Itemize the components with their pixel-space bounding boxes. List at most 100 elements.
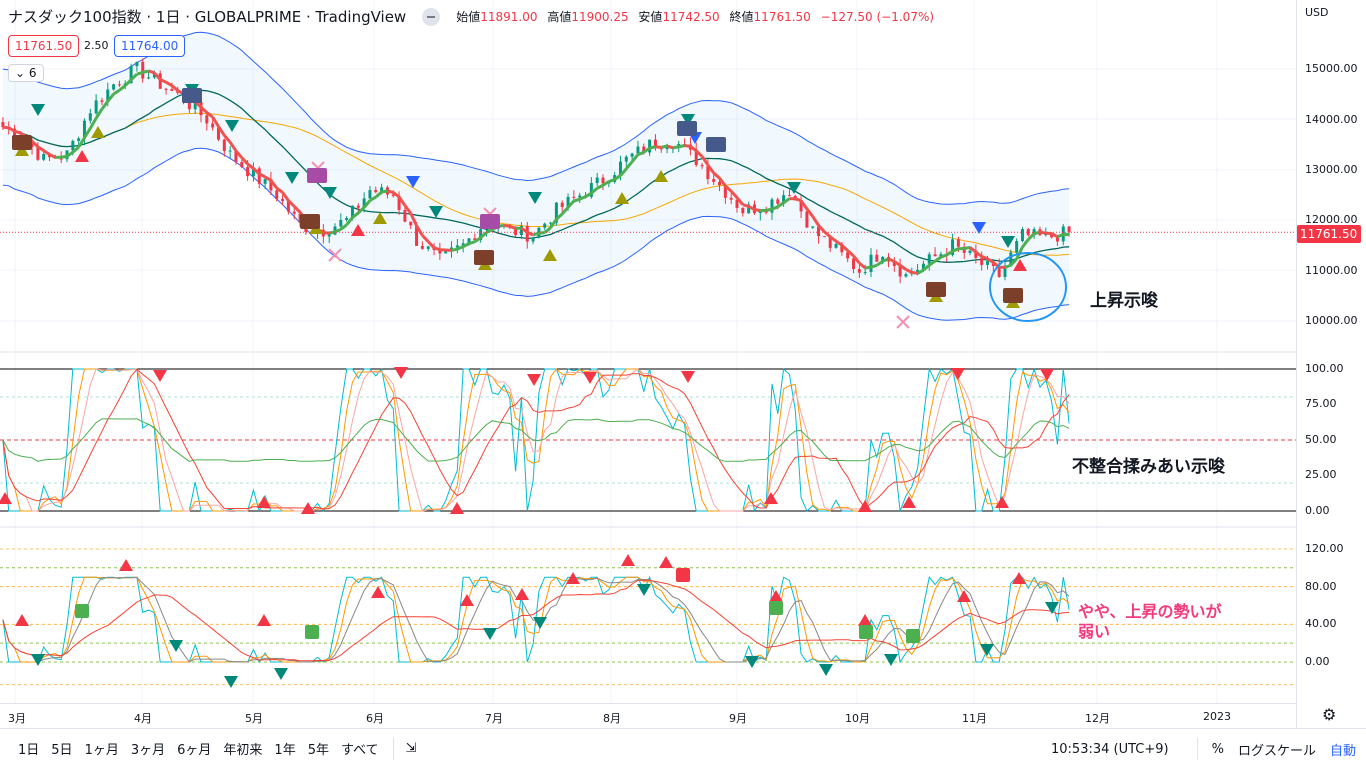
auto-scale-toggle[interactable]: 自動	[1330, 740, 1356, 759]
divergence-tag	[75, 604, 89, 618]
osc2-peak-icon	[257, 614, 271, 626]
candle-body	[258, 168, 261, 183]
time-tick: 7月	[485, 710, 503, 726]
candle-body	[1015, 241, 1018, 252]
candle-body	[357, 206, 360, 208]
osc2-peak-icon	[119, 559, 133, 571]
goto-date-icon[interactable]: ⇲	[406, 741, 417, 756]
change-value: −127.50 (−1.07%)	[821, 10, 934, 24]
indicators-toggle[interactable]: ⌄ 6	[8, 64, 44, 82]
range-all[interactable]: すべて	[341, 739, 379, 758]
trend-ma-segment	[469, 242, 475, 244]
annotation-weak-line1: やや、上昇の勢いが	[1078, 602, 1222, 622]
candle-body	[835, 244, 838, 248]
osc2-peak-icon	[515, 588, 529, 600]
settings-gear-icon[interactable]: ⚙	[1322, 705, 1336, 724]
candle-body	[118, 84, 121, 85]
candle-body	[823, 236, 826, 237]
chart-canvas[interactable]	[0, 0, 1296, 703]
osc2-trough-icon	[224, 676, 238, 688]
candle-body	[229, 151, 232, 152]
open-label: 始値	[456, 10, 480, 24]
collapse-icon[interactable]	[422, 8, 440, 26]
candle-body	[875, 255, 878, 262]
range-3m[interactable]: 3ヶ月	[131, 739, 165, 758]
price-axis[interactable]: USD 15000.00 14000.00 13000.00 12000.00 …	[1296, 0, 1366, 728]
ohlc-values: 始値11891.00 高値11900.25 安値11742.50 終値11761…	[456, 8, 940, 25]
trend-ma-segment	[673, 147, 679, 148]
candle-body	[596, 178, 599, 183]
price-tick: 10000.00	[1305, 314, 1358, 327]
trend-ma-segment	[941, 255, 947, 257]
time-axis[interactable]: 3月 4月 5月 6月 7月 8月 9月 10月 11月 12月 2023	[0, 703, 1296, 728]
range-5y[interactable]: 5年	[308, 739, 329, 758]
osc1-tick: 25.00	[1305, 468, 1337, 481]
candle-body	[345, 218, 348, 220]
open-value: 11891.00	[480, 10, 537, 24]
range-1d[interactable]: 1日	[18, 739, 39, 758]
price-tick: 13000.00	[1305, 163, 1358, 176]
range-5d[interactable]: 5日	[51, 739, 72, 758]
candle-body	[602, 178, 605, 184]
trend-ma-segment	[685, 146, 691, 147]
signal-label-tag	[182, 88, 202, 103]
candle-body	[957, 239, 960, 246]
trend-ma-segment	[533, 233, 539, 235]
trend-ma-segment	[3, 127, 9, 128]
candle-body	[328, 235, 331, 237]
range-ytd[interactable]: 年初来	[223, 739, 262, 758]
candle-body	[188, 103, 191, 110]
candle-body	[264, 179, 267, 184]
trend-ma-segment	[667, 146, 673, 148]
price-tick: 11000.00	[1305, 264, 1358, 277]
range-1m[interactable]: 1ヶ月	[85, 739, 119, 758]
candle-body	[240, 162, 243, 167]
osc2-peak-icon	[858, 614, 872, 626]
divergence-tag	[906, 629, 920, 643]
candle-body	[275, 190, 278, 199]
candle-body	[852, 258, 855, 269]
trend-ma-segment	[387, 191, 393, 192]
candle-body	[788, 195, 791, 196]
clock[interactable]: 10:53:34 (UTC+9)	[1051, 742, 1169, 757]
candle-body	[904, 274, 907, 276]
osc2-trough-icon	[980, 644, 994, 656]
candle-body	[811, 226, 814, 227]
symbol-title[interactable]: ナスダック100指数 · 1日 · GLOBALPRIME · TradingV…	[8, 6, 406, 27]
buy-button[interactable]: 11764.00	[114, 35, 185, 57]
osc1-overbought-icon	[394, 367, 408, 379]
signal-label-tag	[480, 214, 500, 229]
price-tick: 14000.00	[1305, 113, 1358, 126]
low-label: 安値	[638, 10, 662, 24]
trend-ma-segment	[137, 72, 143, 74]
candle-body	[631, 154, 634, 157]
candle-body	[776, 199, 779, 203]
candle-body	[625, 157, 628, 162]
candle-body	[339, 220, 342, 227]
time-tick: 3月	[8, 710, 26, 726]
osc2-trough-icon	[884, 654, 898, 666]
currency-selector[interactable]: USD	[1305, 6, 1329, 19]
trend-ma-segment	[609, 180, 615, 182]
candle-body	[100, 100, 103, 101]
sell-button[interactable]: 11761.50	[8, 35, 79, 57]
time-tick: 4月	[134, 710, 152, 726]
range-1y[interactable]: 1年	[274, 739, 295, 758]
log-scale-toggle[interactable]: ログスケール	[1238, 740, 1316, 759]
trend-ma-segment	[15, 131, 21, 133]
osc2-peak-icon	[621, 554, 635, 566]
percent-toggle[interactable]: %	[1212, 742, 1224, 757]
time-tick: 12月	[1085, 710, 1110, 726]
signal-label-tag	[1003, 288, 1023, 303]
candle-body	[170, 89, 173, 91]
osc2-tick: 0.00	[1305, 655, 1330, 668]
osc2-peak-icon	[460, 594, 474, 606]
trend-ma-segment	[912, 272, 918, 273]
trend-ma-segment	[865, 267, 871, 268]
spread: 2.50	[84, 39, 109, 52]
range-6m[interactable]: 6ヶ月	[177, 739, 211, 758]
trend-ma-segment	[1046, 233, 1052, 234]
signal-label-tag	[926, 282, 946, 297]
candle-body	[928, 254, 931, 263]
annotation-weak: やや、上昇の勢いが弱い	[1078, 602, 1222, 642]
